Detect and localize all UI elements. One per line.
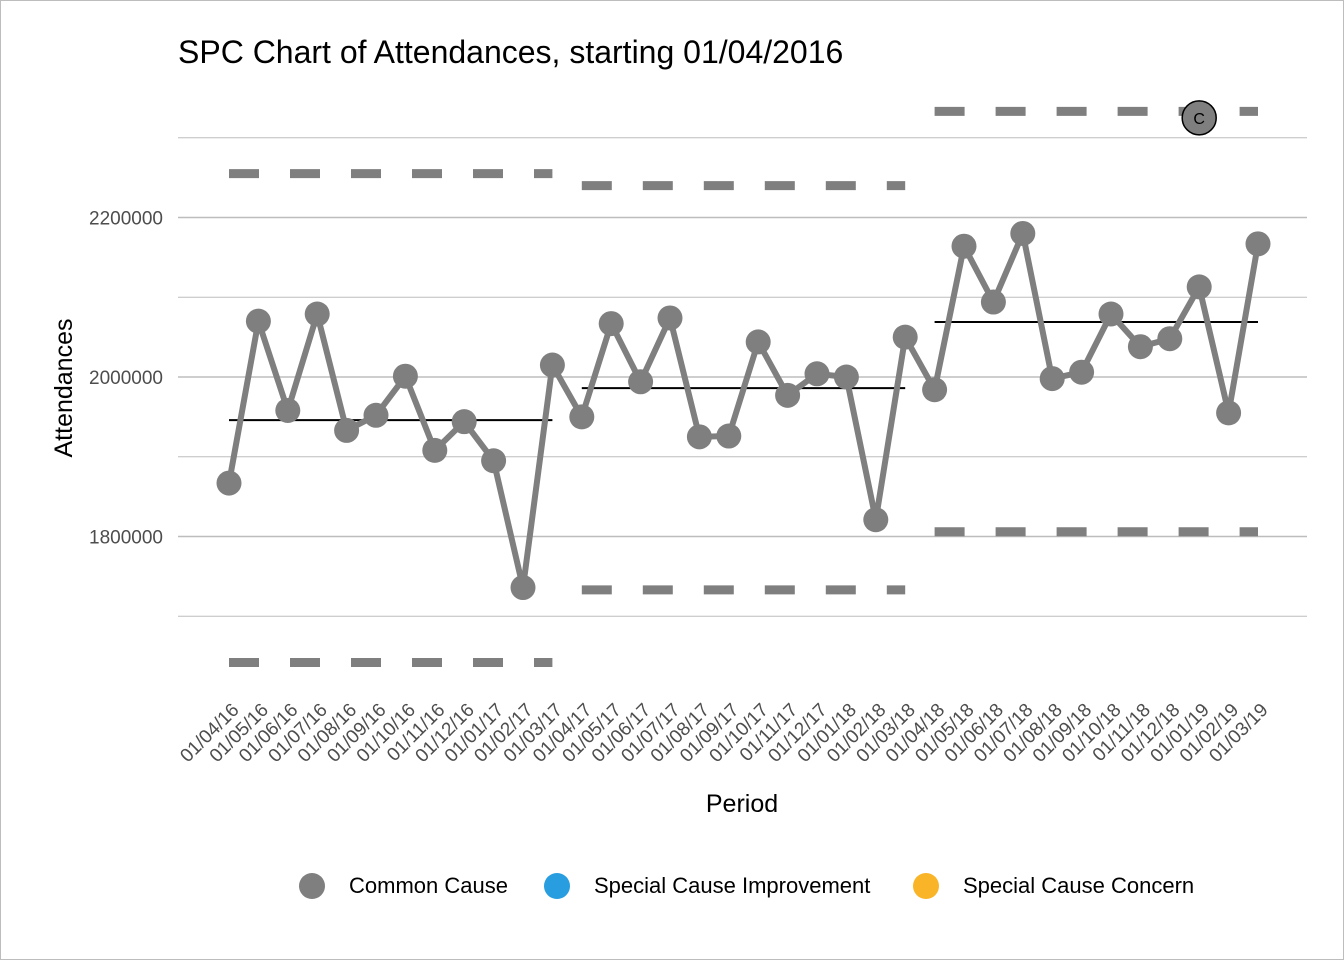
data-point [245,308,271,334]
data-point [1069,359,1095,385]
legend-label: Special Cause Concern [963,873,1194,898]
data-point [1098,301,1124,327]
data-point [1127,334,1153,360]
data-point [1039,366,1065,392]
legend-label: Special Cause Improvement [594,873,870,898]
data-point [686,424,712,450]
data-point [569,404,595,430]
data-point [892,324,918,350]
legend-item: Special Cause Concern [913,873,1194,899]
legend-key [913,873,939,899]
legend: Common Cause Special Cause Improvement Spe… [299,873,1194,899]
y-tick-label: 2200000 [89,209,163,230]
annotations: C [1181,100,1217,136]
data-point [628,369,654,395]
data-point [539,352,565,378]
legend-label: Common Cause [349,873,508,898]
y-axis-label: Attendances [50,319,78,458]
data-point [922,377,948,403]
data-point [833,364,859,390]
data-point [392,363,418,389]
data-point [804,361,830,387]
x-axis-label: Period [706,790,778,818]
data-point [1216,400,1242,426]
data-point [334,417,360,443]
data-point [275,397,301,423]
data-point [980,289,1006,315]
x-axis-ticks: 01/04/1601/05/1601/06/1601/07/1601/08/16… [176,700,1272,767]
data-point [716,423,742,449]
data-point [775,382,801,408]
annotation-label: C [1193,111,1205,128]
data-series [216,220,1271,601]
data-point [363,402,389,428]
data-point [510,575,536,601]
data-point [216,470,242,496]
data-point [598,311,624,337]
grid-lines [178,137,1307,617]
y-axis-ticks: 1800000 2000000 2200000 [89,209,163,549]
data-point [481,448,507,474]
chart-title: SPC Chart of Attendances, starting 01/04… [178,34,843,70]
data-point [1245,231,1271,257]
data-point [422,437,448,463]
data-point [1186,274,1212,300]
legend-item: Common Cause [299,873,508,899]
data-point [1157,326,1183,352]
data-point [451,409,477,435]
data-point [863,507,889,533]
legend-key [544,873,570,899]
legend-key [299,873,325,899]
data-point [745,329,771,355]
legend-item: Special Cause Improvement [544,873,870,899]
data-point [1010,220,1036,246]
y-tick-label: 1800000 [89,528,163,549]
data-point [951,233,977,259]
data-point [304,301,330,327]
y-tick-label: 2000000 [89,368,163,389]
annotation-marker [1181,100,1217,136]
data-point [657,305,683,331]
